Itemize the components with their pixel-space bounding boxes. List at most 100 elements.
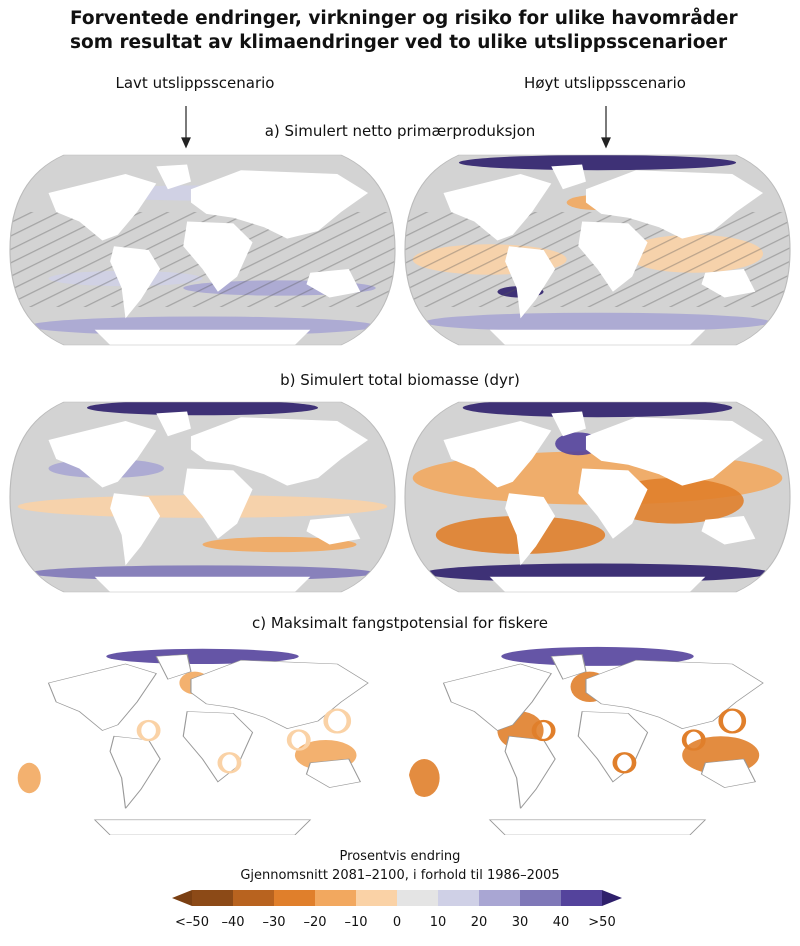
land <box>585 417 764 486</box>
map-body <box>10 402 395 593</box>
land <box>488 819 707 836</box>
title-line: som resultat av klimaendringer ved to ul… <box>70 32 728 53</box>
colorbar-label: 0 <box>393 915 401 930</box>
colorbar-box <box>397 890 438 906</box>
map-body <box>10 155 395 346</box>
land <box>551 164 586 190</box>
colorbar-label: –20 <box>303 915 326 930</box>
colorbar-box <box>315 890 356 906</box>
scenario-label: Lavt utslippsscenario <box>116 74 275 92</box>
land <box>442 663 552 731</box>
colorbar-label: –30 <box>262 915 285 930</box>
coast-change <box>136 719 161 742</box>
panel-title: b) Simulert total biomasse (dyr) <box>280 371 520 389</box>
land <box>190 659 369 729</box>
map <box>9 401 396 593</box>
change-area <box>462 402 733 418</box>
coast-change <box>612 752 637 774</box>
colorbar-box <box>479 890 520 906</box>
colorbar-box <box>356 890 397 906</box>
land <box>585 170 764 239</box>
title-line: Forventede endringer, virkninger og risi… <box>70 7 738 29</box>
colorbar-box <box>274 890 315 906</box>
land <box>156 411 191 437</box>
panel-title: c) Maksimalt fangstpotensial for fiskere <box>252 614 548 632</box>
change-area <box>86 402 318 416</box>
change-area <box>202 536 357 553</box>
map-body <box>405 402 790 593</box>
coast-change <box>718 708 747 734</box>
colorbar-box <box>438 890 479 906</box>
land <box>190 417 369 486</box>
land <box>505 246 556 319</box>
colorbar-end <box>172 890 192 906</box>
land <box>48 174 157 241</box>
colorbar-box <box>561 890 602 906</box>
map-border <box>9 401 396 593</box>
scenario-label: Høyt utslippsscenario <box>524 74 686 92</box>
colorbar-box <box>192 890 233 906</box>
colorbar-label: >50 <box>588 915 615 930</box>
map <box>10 645 395 836</box>
maps <box>9 154 791 836</box>
land <box>489 576 706 592</box>
land <box>183 468 253 539</box>
map <box>404 401 791 593</box>
legend-title: Prosentvis endring <box>340 849 461 864</box>
land <box>701 269 756 298</box>
colorbar-box <box>233 890 274 906</box>
land <box>578 468 648 539</box>
land <box>156 164 191 190</box>
land <box>306 269 361 298</box>
land <box>155 654 192 680</box>
colorbar: <–50 –40 –30 –20 –10 0 10 20 30 40 >50 <box>172 890 622 930</box>
change-area <box>17 762 41 794</box>
colorbar-box <box>520 890 561 906</box>
land <box>93 819 312 836</box>
coast-change <box>217 752 242 774</box>
land <box>701 516 756 545</box>
panel-title: a) Simulert netto primærproduksjon <box>265 122 536 140</box>
change-area <box>458 155 737 171</box>
land <box>700 758 757 788</box>
map-body <box>405 155 790 346</box>
land <box>305 758 362 788</box>
colorbar-label: 20 <box>471 915 488 930</box>
map-body <box>10 645 395 836</box>
land <box>551 411 586 437</box>
coast-change <box>681 729 706 751</box>
change-area <box>106 648 299 664</box>
land <box>578 221 648 292</box>
colorbar-label: 30 <box>512 915 529 930</box>
legend-subtitle: Gjennomsnitt 2081–2100, i forhold til 19… <box>240 868 559 883</box>
land <box>306 516 361 545</box>
map <box>404 154 791 346</box>
change-area <box>424 312 771 332</box>
map-border <box>9 154 396 346</box>
map-border <box>404 401 791 593</box>
land <box>505 493 556 566</box>
land <box>94 329 311 345</box>
land <box>109 735 161 809</box>
coast-change <box>323 708 352 734</box>
map <box>405 645 790 836</box>
land <box>94 576 311 592</box>
colorbar-end <box>602 890 622 906</box>
land <box>47 663 157 731</box>
land <box>110 493 161 566</box>
land <box>182 711 254 783</box>
land <box>110 246 161 319</box>
coast-change <box>531 719 556 742</box>
arrows <box>181 106 611 149</box>
colorbar-label: 10 <box>430 915 447 930</box>
map <box>9 154 396 346</box>
land <box>550 654 587 680</box>
land <box>577 711 649 783</box>
colorbar-label: –10 <box>344 915 367 930</box>
land <box>443 421 552 488</box>
colorbar-label: 40 <box>553 915 570 930</box>
land <box>190 170 369 239</box>
colorbar-label: <–50 <box>175 915 209 930</box>
land <box>183 221 253 292</box>
